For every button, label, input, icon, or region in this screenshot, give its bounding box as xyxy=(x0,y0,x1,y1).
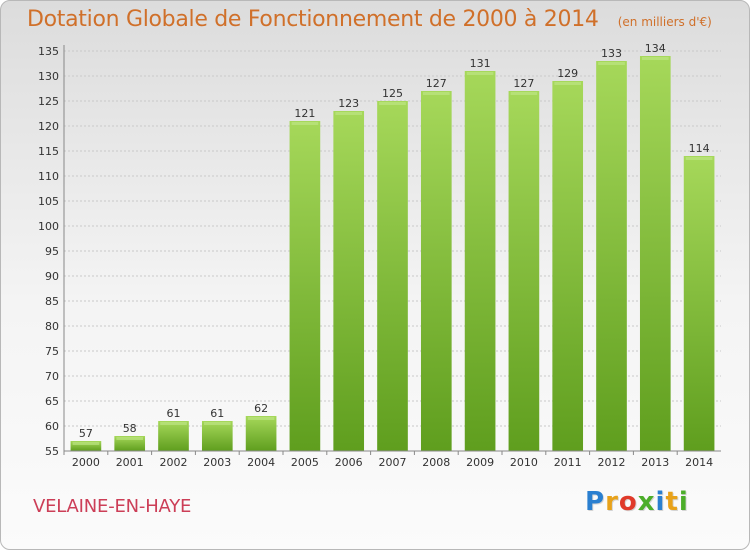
bar-value-label: 125 xyxy=(382,87,403,100)
bars xyxy=(70,56,715,451)
logo-letter: t xyxy=(665,487,679,517)
bar-value-label: 129 xyxy=(557,67,578,80)
logo-letter: i xyxy=(655,487,666,517)
x-tick-label: 2006 xyxy=(335,456,363,469)
logo-letter: o xyxy=(618,487,638,517)
y-tick-label: 60 xyxy=(45,420,59,433)
bar-value-label: 61 xyxy=(210,407,224,420)
bar-highlight xyxy=(72,442,100,445)
bar-value-label: 61 xyxy=(167,407,181,420)
bar-highlight xyxy=(466,72,494,75)
bar-highlight xyxy=(510,92,538,95)
bar-value-label: 131 xyxy=(470,57,491,70)
x-tick-label: 2005 xyxy=(291,456,319,469)
x-tick-label: 2007 xyxy=(379,456,407,469)
bar xyxy=(201,421,233,451)
bar-value-label: 123 xyxy=(338,97,359,110)
logo-letter: r xyxy=(605,487,619,517)
proxiti-logo: Proxiti xyxy=(585,487,689,517)
x-tick-label: 2011 xyxy=(554,456,582,469)
chart-title: Dotation Globale de Fonctionnement de 20… xyxy=(27,7,599,32)
x-tick-label: 2004 xyxy=(247,456,275,469)
chart-unit-note: (en milliers d'€) xyxy=(617,15,712,29)
bar-value-label: 58 xyxy=(123,422,137,435)
bar xyxy=(420,91,452,451)
y-tick-label: 115 xyxy=(38,145,59,158)
bar-value-label: 127 xyxy=(513,77,534,90)
title-block: Dotation Globale de Fonctionnement de 20… xyxy=(27,7,712,32)
bar xyxy=(377,101,408,451)
bar-highlight xyxy=(335,112,363,115)
bar-highlight xyxy=(291,122,319,125)
axes xyxy=(63,45,721,455)
y-tick-label: 130 xyxy=(38,70,59,83)
x-tick-label: 2001 xyxy=(116,456,144,469)
bar xyxy=(508,91,540,451)
labels: 55 60 65 70 75 80 85 90 95 100 105 110 115 120 125 130 1… xyxy=(38,42,713,469)
y-tick-label: 80 xyxy=(45,320,59,333)
x-tick-label: 2009 xyxy=(466,456,494,469)
x-tick-label: 2012 xyxy=(598,456,626,469)
y-tick-label: 90 xyxy=(45,270,59,283)
bar-highlight xyxy=(598,62,625,65)
bar-highlight xyxy=(160,422,187,425)
bar-value-label: 114 xyxy=(689,142,710,155)
logo-letter: P xyxy=(585,487,606,517)
bar xyxy=(70,441,102,451)
bar xyxy=(552,81,584,451)
bar xyxy=(289,121,321,451)
x-tick-label: 2000 xyxy=(72,456,100,469)
bar-value-label: 62 xyxy=(254,402,268,415)
bar-highlight xyxy=(247,417,275,420)
bar-highlight xyxy=(641,57,669,60)
y-tick-label: 65 xyxy=(45,395,59,408)
x-tick-label: 2013 xyxy=(641,456,669,469)
bar-highlight xyxy=(685,157,713,160)
bar-highlight xyxy=(379,102,406,105)
bar xyxy=(245,416,277,451)
x-tick-label: 2014 xyxy=(685,456,713,469)
y-tick-label: 55 xyxy=(45,445,59,458)
y-tick-label: 75 xyxy=(45,345,59,358)
bar xyxy=(158,421,189,451)
bar-value-label: 134 xyxy=(645,42,666,55)
bar-value-label: 133 xyxy=(601,47,622,60)
bar-value-label: 127 xyxy=(426,77,447,90)
bar xyxy=(639,56,671,451)
y-tick-label: 100 xyxy=(38,220,59,233)
bar-value-label: 121 xyxy=(294,107,315,120)
y-tick-label: 70 xyxy=(45,370,59,383)
y-tick-label: 105 xyxy=(38,195,59,208)
bar-highlight xyxy=(116,437,144,440)
bar xyxy=(464,71,496,451)
bar-highlight xyxy=(554,82,582,85)
logo-letter: i xyxy=(678,487,689,517)
bar xyxy=(596,61,627,451)
y-tick-label: 85 xyxy=(45,295,59,308)
y-tick-label: 120 xyxy=(38,120,59,133)
y-tick-label: 95 xyxy=(45,245,59,258)
y-tick-label: 110 xyxy=(38,170,59,183)
x-tick-label: 2003 xyxy=(203,456,231,469)
logo-letter: x xyxy=(637,487,656,517)
y-tick-label: 135 xyxy=(38,45,59,58)
x-tick-label: 2002 xyxy=(160,456,188,469)
bar-highlight xyxy=(203,422,231,425)
commune-name: VELAINE-EN-HAYE xyxy=(33,496,192,517)
y-tick-label: 125 xyxy=(38,95,59,108)
x-tick-label: 2010 xyxy=(510,456,538,469)
x-tick-label: 2008 xyxy=(422,456,450,469)
bar xyxy=(333,111,365,451)
bar-highlight xyxy=(422,92,450,95)
bar xyxy=(683,156,715,451)
bar-value-label: 57 xyxy=(79,427,93,440)
